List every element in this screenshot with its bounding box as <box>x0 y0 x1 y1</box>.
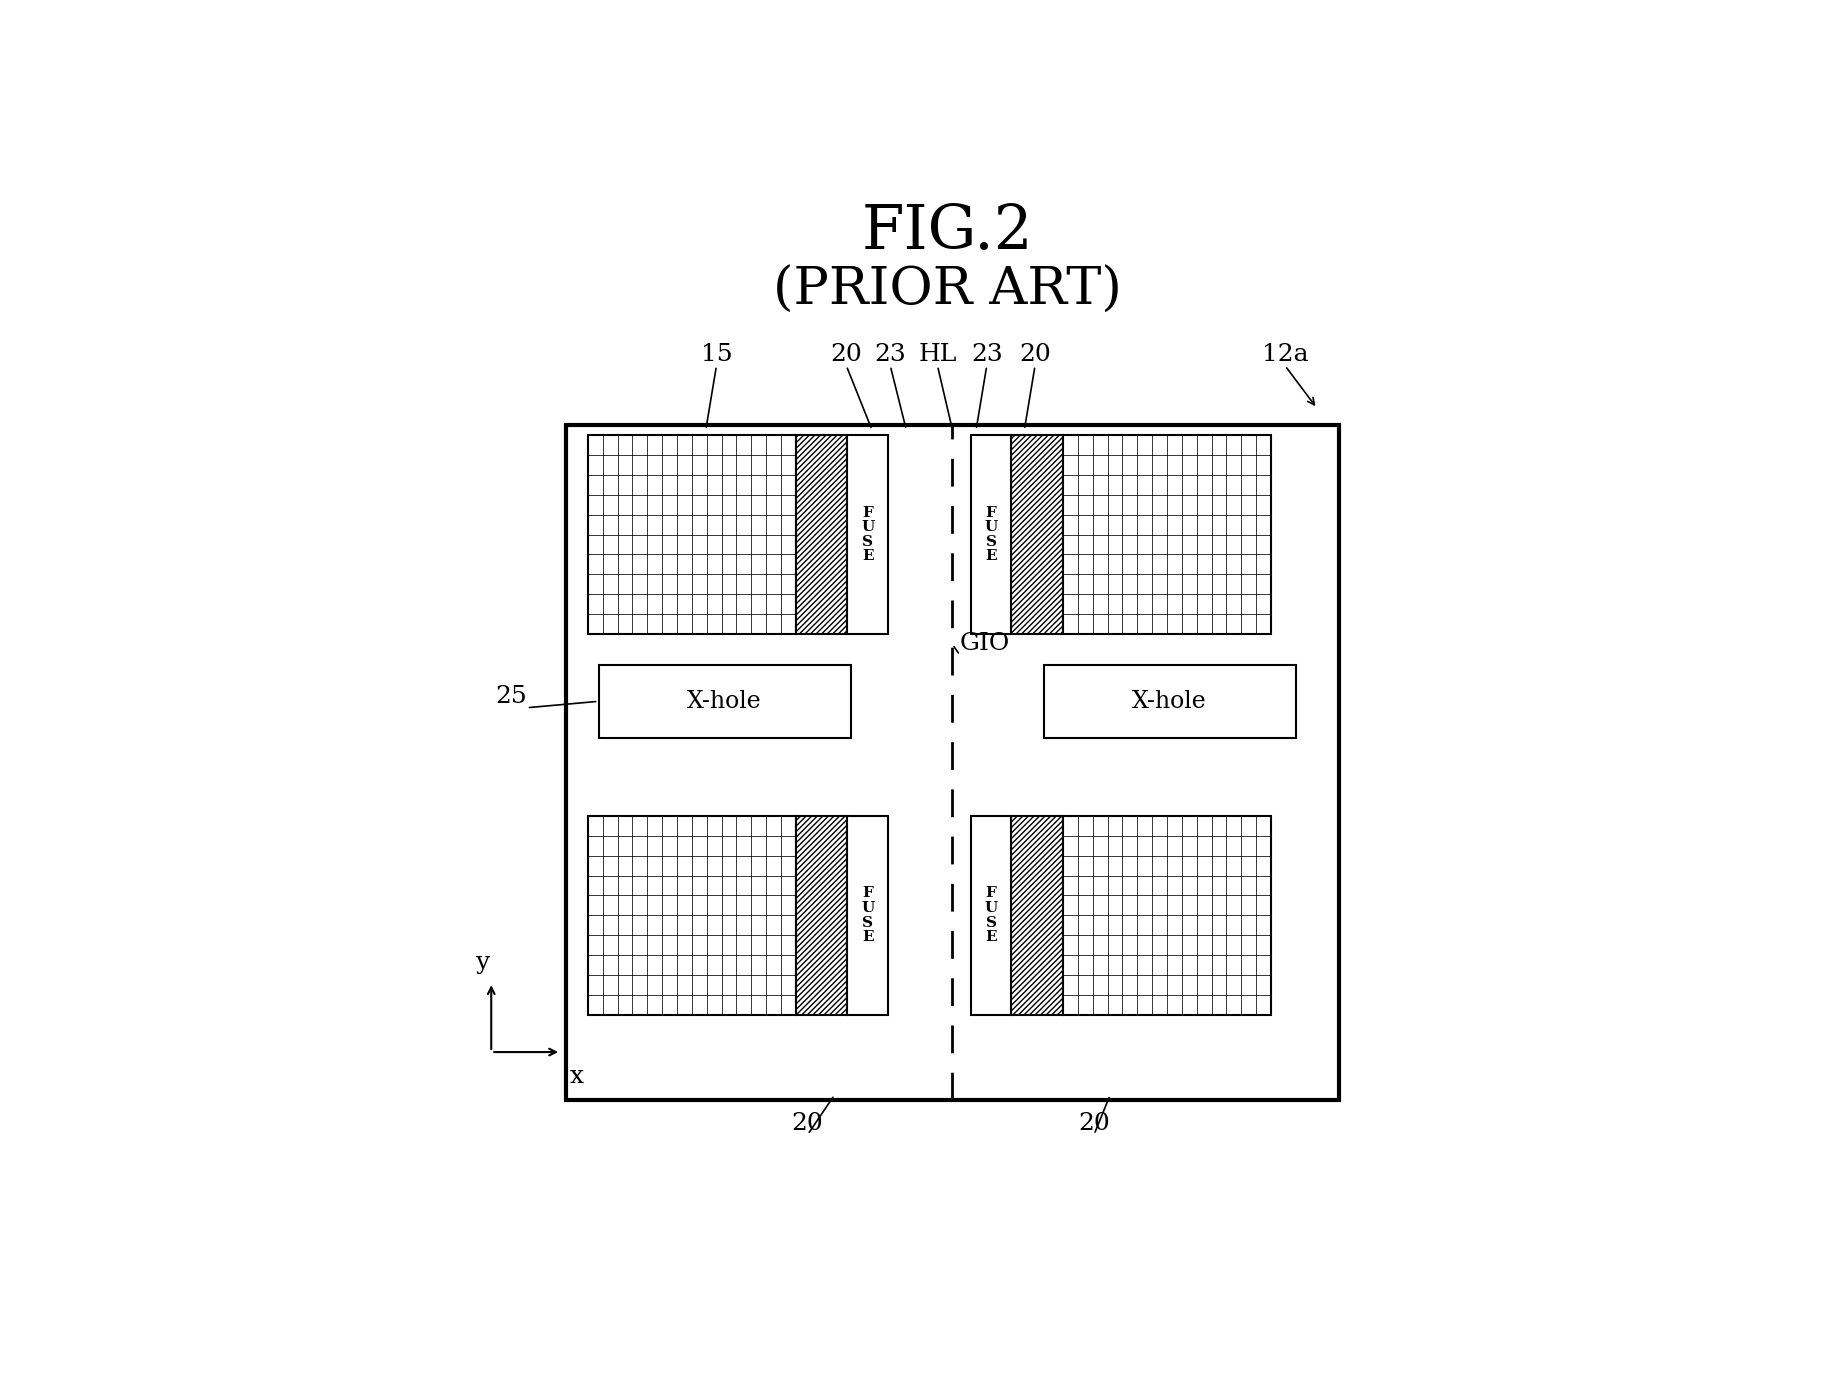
Text: 20: 20 <box>830 343 863 365</box>
Bar <box>848 436 889 634</box>
Text: 20: 20 <box>1077 1112 1111 1135</box>
Bar <box>1063 436 1271 634</box>
Text: 23: 23 <box>970 343 1003 365</box>
Bar <box>565 425 1338 1100</box>
Text: HL: HL <box>918 343 957 365</box>
Bar <box>848 816 889 1014</box>
Bar <box>970 816 1011 1014</box>
Text: 25: 25 <box>495 685 527 708</box>
Bar <box>588 436 796 634</box>
Text: 23: 23 <box>874 343 906 365</box>
Text: F
U
S
E: F U S E <box>861 886 874 944</box>
Text: y: y <box>475 951 490 974</box>
Text: 12a: 12a <box>1262 343 1308 365</box>
Text: 15: 15 <box>700 343 732 365</box>
Bar <box>1011 436 1063 634</box>
Bar <box>588 816 796 1014</box>
Text: 20: 20 <box>1020 343 1052 365</box>
Text: F
U
S
E: F U S E <box>861 506 874 563</box>
Bar <box>970 436 1011 634</box>
Bar <box>796 436 848 634</box>
Text: X-hole: X-hole <box>687 690 761 713</box>
Bar <box>1044 664 1295 738</box>
Text: x: x <box>569 1064 584 1088</box>
Bar <box>599 664 850 738</box>
Bar <box>1011 816 1063 1014</box>
Text: X-hole: X-hole <box>1133 690 1207 713</box>
Text: FIG.2: FIG.2 <box>861 202 1033 262</box>
Text: (PRIOR ART): (PRIOR ART) <box>772 265 1122 316</box>
Bar <box>796 816 848 1014</box>
Text: F
U
S
E: F U S E <box>985 506 998 563</box>
Bar <box>1063 816 1271 1014</box>
Text: 20: 20 <box>791 1112 824 1135</box>
Text: GIO: GIO <box>959 632 1011 655</box>
Text: F
U
S
E: F U S E <box>985 886 998 944</box>
